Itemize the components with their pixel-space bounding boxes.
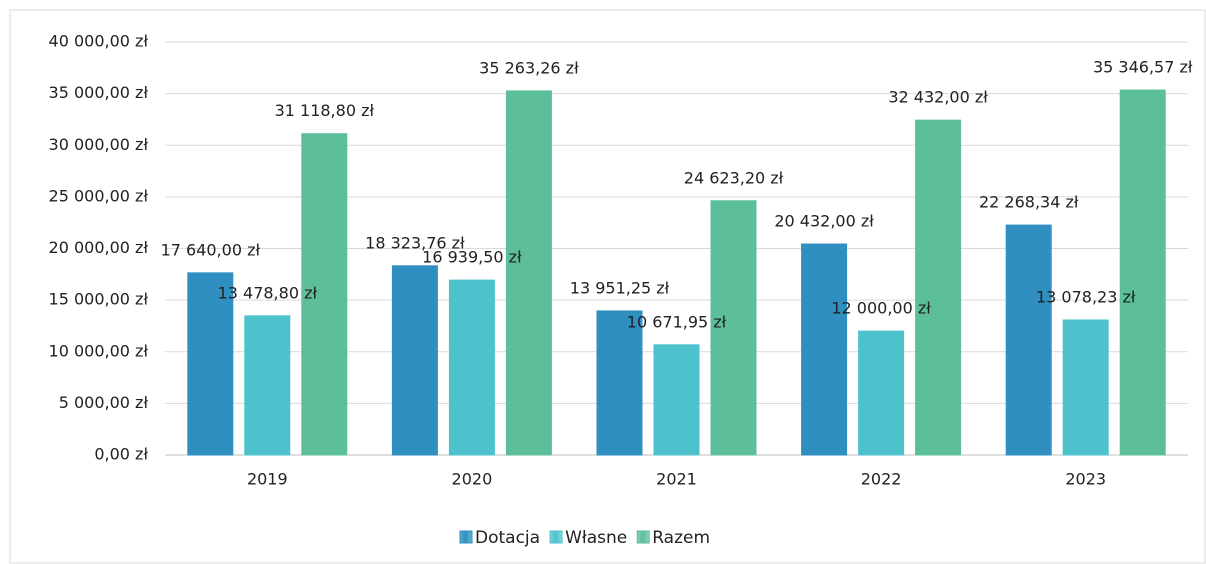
bar	[653, 344, 700, 456]
legend-swatch	[636, 530, 650, 544]
value-label: 16 939,50 zł	[422, 248, 522, 267]
x-tick-label: 2021	[656, 470, 697, 489]
x-tick-label: 2019	[247, 470, 288, 489]
legend-swatch	[549, 530, 563, 544]
x-tick-label: 2023	[1065, 470, 1106, 489]
y-tick-label: 0,00 zł	[94, 445, 148, 464]
bar	[801, 243, 848, 456]
bar	[596, 310, 643, 456]
bar	[915, 119, 962, 456]
value-label: 24 623,20 zł	[684, 168, 784, 187]
y-tick-label: 30 000,00 zł	[49, 135, 149, 154]
y-tick-label: 25 000,00 zł	[49, 186, 149, 205]
bar	[448, 279, 495, 456]
value-label: 13 478,80 zł	[218, 283, 318, 302]
bar	[710, 200, 757, 456]
bar	[1119, 89, 1166, 456]
bar	[1062, 319, 1109, 456]
legend-label: Razem	[652, 528, 710, 548]
value-label: 35 263,26 zł	[479, 58, 579, 77]
value-label: 20 432,00 zł	[774, 212, 874, 231]
value-label: 13 951,25 zł	[570, 278, 670, 297]
value-label: 10 671,95 zł	[627, 312, 727, 331]
y-tick-label: 20 000,00 zł	[49, 238, 149, 257]
y-tick-label: 35 000,00 zł	[49, 83, 149, 102]
value-label: 22 268,34 zł	[979, 193, 1079, 212]
x-tick-label: 2020	[452, 470, 493, 489]
y-tick-label: 10 000,00 zł	[49, 341, 149, 360]
bar	[1005, 224, 1052, 456]
bar	[858, 330, 905, 456]
value-label: 13 078,23 zł	[1036, 287, 1136, 306]
value-label: 32 432,00 zł	[888, 88, 988, 107]
bar	[391, 265, 438, 456]
bar	[244, 315, 291, 456]
bar	[505, 90, 552, 456]
value-label: 35 346,57 zł	[1093, 58, 1193, 77]
legend-label: Dotacja	[475, 528, 540, 548]
bar	[301, 133, 348, 456]
value-label: 17 640,00 zł	[161, 240, 261, 259]
legend-swatch	[459, 530, 473, 544]
x-tick-label: 2022	[861, 470, 902, 489]
value-label: 18 323,76 zł	[365, 233, 465, 252]
bar	[187, 272, 234, 456]
value-label: 31 118,80 zł	[275, 101, 375, 120]
chart-frame	[9, 9, 1206, 564]
y-tick-label: 5 000,00 zł	[59, 393, 149, 412]
legend-label: Własne	[565, 528, 627, 548]
y-tick-label: 15 000,00 zł	[49, 290, 149, 309]
y-tick-label: 40 000,00 zł	[49, 32, 149, 51]
value-label: 12 000,00 zł	[831, 299, 931, 318]
